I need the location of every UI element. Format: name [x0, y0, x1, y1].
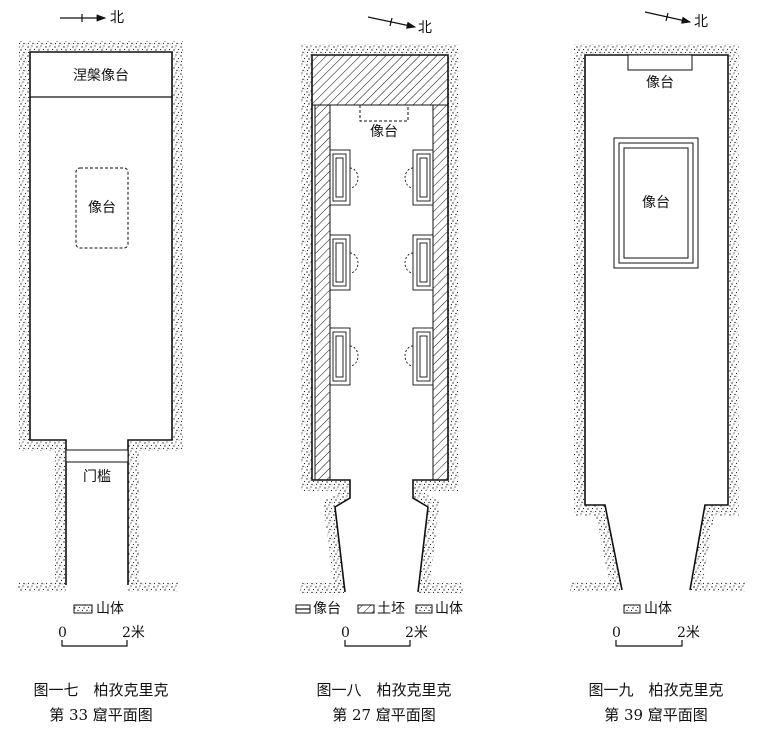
caption: 第 39 窟平面图 [604, 706, 708, 724]
platform [359, 104, 409, 122]
legend-label: 山体 [96, 601, 124, 617]
scale-bar [615, 640, 683, 647]
threshold-label: 门槛 [83, 469, 111, 485]
scale-bar [61, 640, 128, 647]
north-label: 北 [694, 14, 708, 30]
caption: 图一九 柏孜克里克 [588, 681, 723, 699]
platform-label: 像台 [88, 200, 116, 216]
scale-start: 0 [341, 625, 350, 641]
figure-39: 北 像台 像台 山体 0 2米 图一九 柏孜克里克 第 39 窟平面图 [570, 11, 745, 724]
figure-27: 北 像台 像台 土坯 山体 0 2米 图一八 柏孜克里克 第 27 窟平面图 [295, 16, 463, 724]
cave-outline [29, 51, 173, 585]
legend-label: 山体 [435, 601, 463, 617]
platform-label: 像台 [646, 75, 674, 91]
figure-33: 北 涅槃像台 像台 门槛 山体 0 2米 图一七 柏孜克里克 第 33 窟平面图 [18, 10, 183, 724]
threshold [65, 449, 129, 463]
niches [329, 149, 434, 386]
caption: 第 27 窟平面图 [332, 706, 436, 724]
platform-label: 像台 [370, 124, 398, 140]
north-label: 北 [110, 10, 124, 26]
north-label: 北 [418, 20, 432, 36]
legend-label: 土坯 [377, 601, 405, 617]
platform [75, 167, 129, 249]
caption: 图一八 柏孜克里克 [316, 681, 451, 699]
legend-label: 像台 [313, 601, 341, 617]
scale-start: 0 [612, 625, 621, 641]
scale-end: 2米 [122, 625, 145, 641]
legend-label: 山体 [644, 601, 672, 617]
platform-label: 涅槃像台 [73, 68, 129, 84]
platform [613, 137, 699, 269]
scale-end: 2米 [405, 625, 428, 641]
platform [627, 54, 693, 71]
scale-start: 0 [58, 625, 67, 641]
scale-bar [344, 640, 411, 647]
caption: 第 33 窟平面图 [49, 706, 153, 724]
scale-end: 2米 [677, 625, 700, 641]
caption: 图一七 柏孜克里克 [33, 681, 168, 699]
platform-label: 像台 [642, 195, 670, 211]
